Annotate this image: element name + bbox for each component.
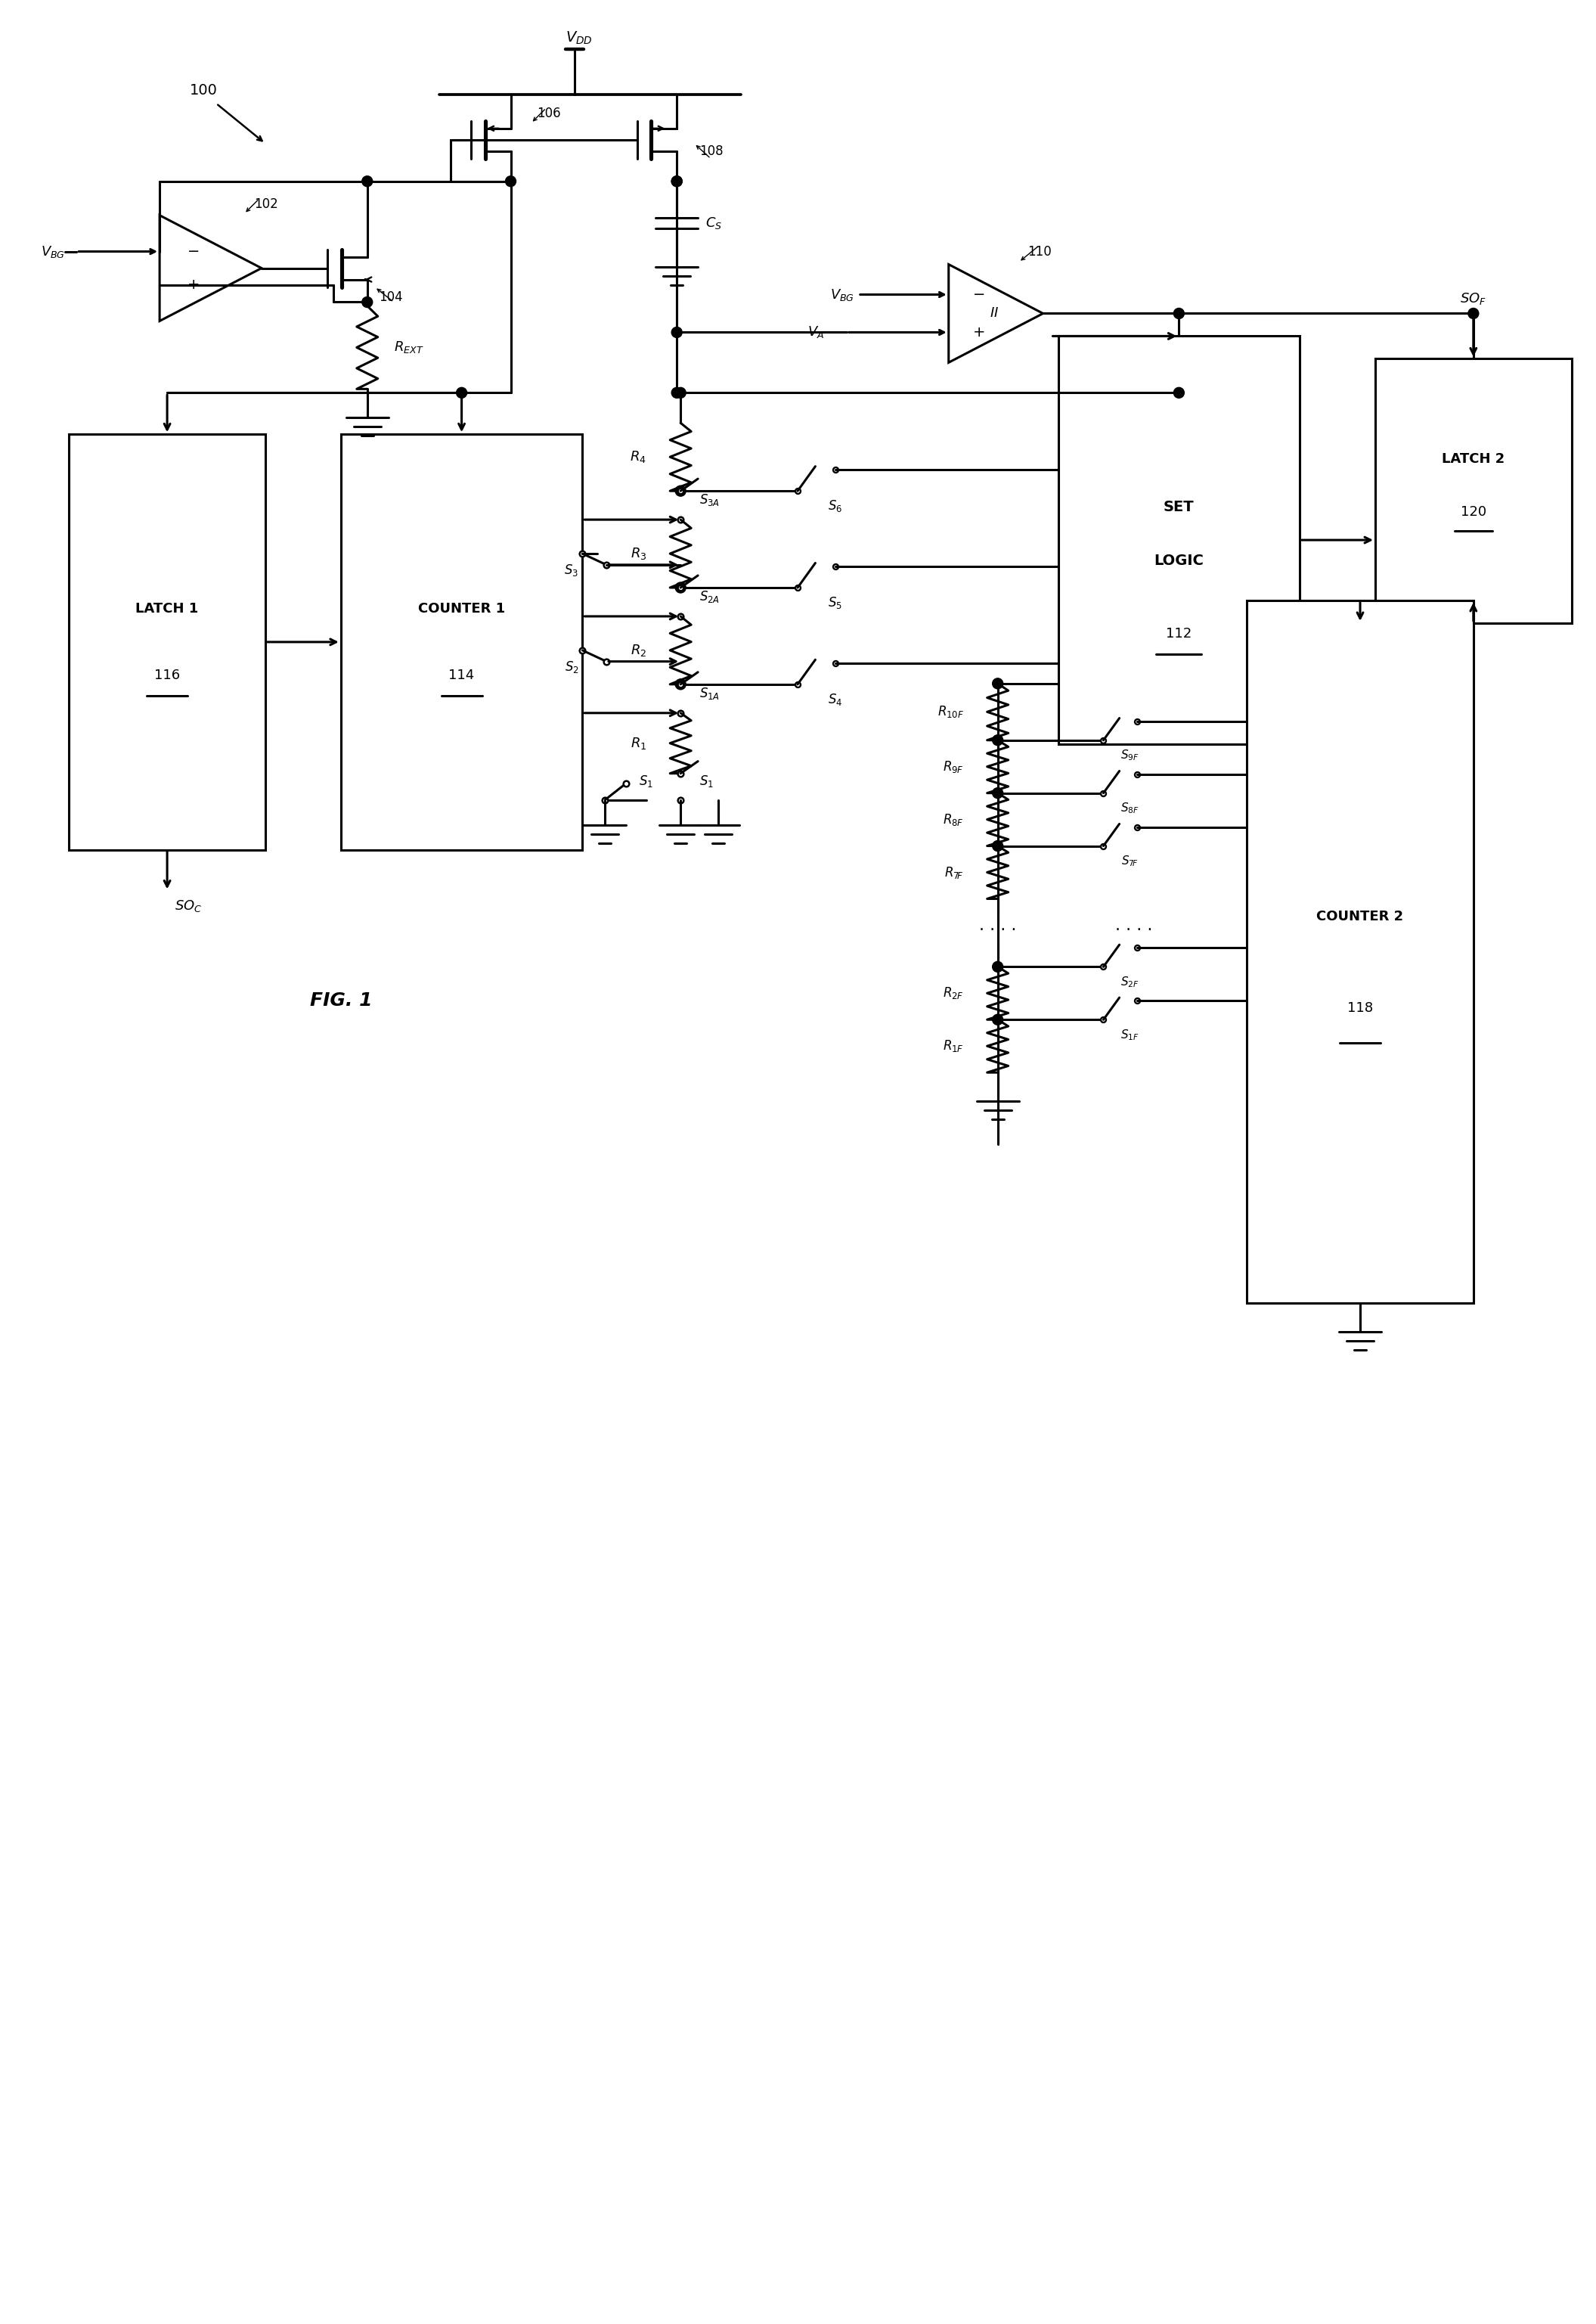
Circle shape [672,388,681,397]
Text: 108: 108 [699,144,723,158]
Text: $R_{10F}$: $R_{10F}$ [937,704,964,720]
Text: 104: 104 [378,290,402,304]
Text: $SO_C$: $SO_C$ [174,899,203,913]
Text: FIG. 1: FIG. 1 [310,992,372,1011]
Text: · · · ·: · · · · [978,923,1017,939]
Text: 118: 118 [1347,1002,1373,1016]
Circle shape [362,297,372,307]
Text: $R_{2F}$: $R_{2F}$ [943,985,964,1002]
Text: 100: 100 [190,84,217,98]
Text: $R_3$: $R_3$ [630,546,646,560]
Circle shape [456,388,468,397]
Circle shape [993,788,1002,799]
Text: $S_6$: $S_6$ [828,497,843,514]
Text: $R_1$: $R_1$ [630,737,646,751]
Circle shape [675,486,686,497]
Text: COUNTER 2: COUNTER 2 [1317,909,1403,923]
Bar [1058,337,1299,744]
Text: $V_{BG}$: $V_{BG}$ [830,286,854,302]
Text: $SO_F$: $SO_F$ [1460,290,1486,307]
Text: $S_4$: $S_4$ [828,693,843,706]
Circle shape [993,841,1002,851]
Circle shape [1173,388,1184,397]
Bar [69,435,265,851]
Text: 116: 116 [155,669,180,681]
Text: $S_5$: $S_5$ [828,595,843,611]
Text: COUNTER 1: COUNTER 1 [418,602,506,616]
Text: · · · ·: · · · · [1116,923,1152,939]
Text: $R_{1F}$: $R_{1F}$ [943,1039,964,1053]
Circle shape [993,679,1002,688]
Text: $\it{II}$: $\it{II}$ [990,307,999,321]
Text: $V_{DD}$: $V_{DD}$ [565,30,592,46]
Text: $S_{2F}$: $S_{2F}$ [1120,974,1140,990]
Circle shape [672,328,681,337]
Circle shape [675,679,686,690]
Circle shape [993,962,1002,971]
Text: $R_{7F}$: $R_{7F}$ [945,865,964,881]
Circle shape [993,1013,1002,1025]
Text: $R_4$: $R_4$ [630,449,646,465]
Text: $S_3$: $S_3$ [565,562,579,579]
Circle shape [506,177,516,186]
Text: 102: 102 [254,198,278,211]
Circle shape [362,177,372,186]
Text: 120: 120 [1460,504,1486,518]
Bar [342,435,583,851]
Text: 106: 106 [538,107,562,121]
Text: $S_1$: $S_1$ [699,774,713,788]
Circle shape [993,734,1002,746]
Text: $R_{9F}$: $R_{9F}$ [943,760,964,774]
Text: $S_{7F}$: $S_{7F}$ [1122,853,1138,869]
Text: 114: 114 [448,669,474,681]
Circle shape [672,177,681,186]
Text: $R_{EXT}$: $R_{EXT}$ [394,339,423,356]
Text: LOGIC: LOGIC [1154,553,1203,567]
Text: +: + [187,277,200,293]
Text: LATCH 2: LATCH 2 [1441,453,1505,467]
Text: $C_S$: $C_S$ [705,216,723,230]
Circle shape [675,583,686,593]
Circle shape [1173,309,1184,318]
Text: SET: SET [1163,500,1194,514]
Bar [1246,600,1473,1304]
Text: 112: 112 [1167,627,1192,641]
Text: $S_{3A}$: $S_{3A}$ [699,493,720,507]
Text: −: − [972,288,985,302]
Bar [1376,358,1572,623]
Text: $S_{1F}$: $S_{1F}$ [1120,1027,1140,1041]
Text: $V_{BG}$: $V_{BG}$ [41,244,65,258]
Text: $S_2$: $S_2$ [565,660,579,674]
Text: $R_2$: $R_2$ [630,644,646,658]
Text: $S_1$: $S_1$ [638,774,653,788]
Text: $S_{1A}$: $S_{1A}$ [699,686,720,702]
Circle shape [1468,309,1478,318]
Text: $V_A$: $V_A$ [808,325,824,339]
Text: $S_{9F}$: $S_{9F}$ [1120,748,1140,762]
Text: −: − [187,244,200,258]
Text: $S_{2A}$: $S_{2A}$ [699,588,720,604]
Text: $R_{8F}$: $R_{8F}$ [943,811,964,827]
Text: 110: 110 [1028,244,1052,258]
Circle shape [675,388,686,397]
Text: +: + [972,325,985,339]
Text: $S_{8F}$: $S_{8F}$ [1120,802,1140,816]
Circle shape [672,177,681,186]
Text: LATCH 1: LATCH 1 [136,602,198,616]
